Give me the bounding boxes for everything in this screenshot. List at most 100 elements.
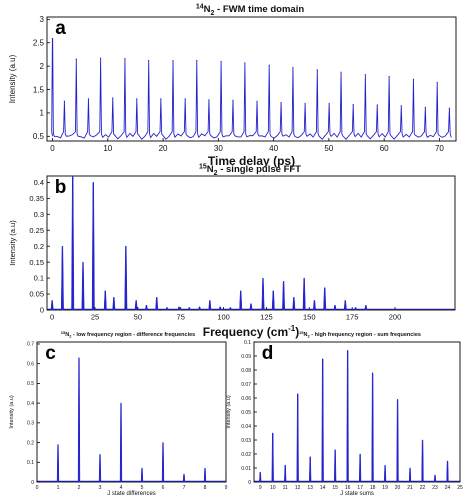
x-tick-label: 19 [382,485,388,491]
peak-point [124,58,126,60]
bar [203,467,207,483]
x-tick-label: 13 [307,485,313,491]
y-tick-label: 0.06 [241,396,251,402]
bar [421,439,424,483]
chart-title: 15N2 - low frequency region - difference… [61,330,195,339]
bar [433,474,437,483]
y-tick-label: 0.01 [241,466,251,472]
x-tick-label: 0 [36,485,39,491]
y-tick-label: 0.09 [241,354,251,360]
x-tick-label: 18 [370,485,376,491]
x-tick-label: 70 [435,144,444,153]
bar [124,245,128,311]
bar [112,296,116,311]
bar [383,464,387,483]
x-tick-label: 11 [283,485,288,491]
y-axis-label: Intensity (a.u) [226,395,232,428]
x-tick-label: 9 [259,485,262,491]
chart-title: 15N2 - single pulse FFT [199,164,301,177]
bar [187,307,191,311]
y-tick-label: 0.03 [241,438,251,444]
bar [259,471,262,483]
y-tick-label: 1 [40,109,45,118]
x-tick-label: 21 [407,485,413,491]
y-axis-label: Intensity (a.u) [9,395,15,428]
peak-point [220,60,222,63]
peak-point [352,103,354,106]
x-tick-label: 5 [141,485,144,491]
y-tick-label: 3 [40,15,45,24]
y-tick-label: 1.5 [33,85,45,94]
plot-frame [253,341,461,483]
x-tick-label: 25 [457,485,463,491]
bar [249,303,253,311]
peak-point [208,99,210,101]
y-tick-label: 0.25 [29,226,44,235]
x-tick-label: 150 [303,313,316,322]
y-tick-label: 0.05 [241,410,251,416]
y-tick-label: 0.15 [29,258,44,267]
bar [103,290,107,311]
y-tick-label: 0.4 [27,401,34,407]
y-tick-label: 0.5 [33,132,45,141]
x-tick-label: 24 [445,485,451,491]
bar [371,372,374,483]
peak-point [436,81,438,84]
chart-title: 15N2 - high frequency region - sum frequ… [299,330,421,339]
peak-point [244,62,246,64]
x-tick-label: 1 [57,485,60,491]
x-tick-label: 175 [346,313,359,322]
bar [271,432,274,483]
plot-frame [46,16,457,142]
y-tick-label: 0.08 [241,368,251,374]
bar [312,300,316,311]
x-tick-label: 23 [432,485,438,491]
bar [321,358,324,483]
y-tick-label: 2 [40,62,45,71]
x-axis-label: J state differences [107,491,156,497]
x-tick-label: 17 [357,485,363,491]
x-tick-label: 50 [134,313,142,322]
x-tick-label: 125 [260,313,273,322]
x-tick-label: 0 [50,144,55,153]
y-tick-label: 0.02 [241,452,251,458]
panel-letter: b [55,177,67,198]
peak-point [148,59,150,62]
peak-point [160,98,162,100]
y-tick-label: 0.05 [29,290,44,299]
bar [358,453,362,483]
bar [155,296,159,311]
bar [91,182,95,311]
y-tick-label: 0.04 [241,424,251,430]
bar [98,454,102,483]
peak-point [292,66,294,69]
bar [60,245,64,311]
time-domain-trace [51,19,452,140]
x-tick-label: 30 [214,144,223,153]
bar [228,307,232,311]
x-tick-label: 25 [91,313,99,322]
peak-point [232,99,234,101]
peak-point [412,78,415,80]
bar [396,399,399,483]
peak-point [268,64,270,66]
y-tick-label: 0.2 [34,242,44,251]
bar [354,307,358,311]
peak-point [184,98,186,100]
x-tick-label: 0 [50,313,54,322]
bar [271,290,275,311]
bar [302,277,306,311]
peak-point [63,100,66,102]
panel-b: 0 0.05 0.1 0.15 0.2 0.25 0.3 0.35 0.4 0 25 50 75 100 1… [8,175,456,339]
x-tick-label: 7 [183,485,186,491]
y-tick-label: 0.1 [244,340,251,346]
plot-frame [36,341,227,483]
bar [296,393,299,483]
x-tick-label: 10 [270,485,276,491]
panel-letter: c [45,343,56,364]
y-axis-label: Intensity (a.u) [8,220,17,266]
x-tick-label: 3 [99,485,102,491]
x-tick-label: 9 [225,485,228,491]
